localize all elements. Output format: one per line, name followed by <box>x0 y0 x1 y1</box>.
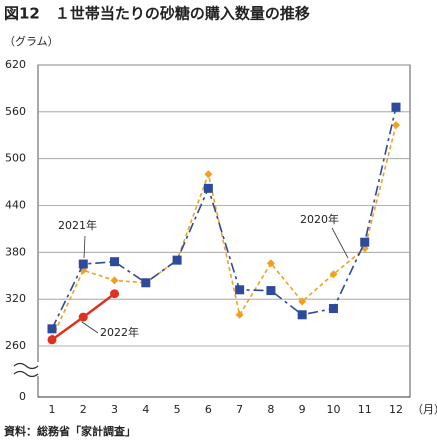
series-line <box>51 124 397 339</box>
label-bg <box>56 218 102 234</box>
marker <box>47 335 57 345</box>
axis-break <box>13 362 39 378</box>
marker <box>172 255 182 265</box>
marker <box>266 286 276 296</box>
marker <box>204 170 213 179</box>
marker <box>297 310 307 320</box>
y-tick-label: 320 <box>5 292 26 305</box>
y-tick-label: 440 <box>5 199 26 212</box>
x-tick-label: 3 <box>111 403 118 416</box>
marker <box>110 289 120 299</box>
x-tick-label: 10 <box>326 403 340 416</box>
series-label: 2022年 <box>100 325 139 339</box>
x-tick-label: 6 <box>205 403 212 416</box>
x-tick-label: 5 <box>174 403 181 416</box>
label-bg <box>298 212 344 228</box>
y-tick-label: 260 <box>5 339 26 352</box>
marker <box>266 259 275 268</box>
x-tick-label: 9 <box>299 403 306 416</box>
marker <box>141 278 151 288</box>
leader-line <box>81 321 99 334</box>
chart-title: 図12 １世帯当たりの砂糖の購入数量の推移 <box>4 5 310 23</box>
y-tick-label: 620 <box>5 58 26 71</box>
y-tick-label: 500 <box>5 152 26 165</box>
marker <box>360 237 370 247</box>
y-tick-label: 560 <box>5 105 26 118</box>
series-label: 2020年 <box>300 212 339 226</box>
x-tick-label: 8 <box>267 403 274 416</box>
source: 資料：総務省「家計調査」 <box>4 424 136 438</box>
x-tick-label: 7 <box>236 403 243 416</box>
x-tick-label: 11 <box>358 403 372 416</box>
x-tick-label: 2 <box>80 403 87 416</box>
label-bg <box>98 325 144 341</box>
marker <box>235 285 245 295</box>
marker <box>203 183 213 193</box>
marker <box>78 259 88 269</box>
leader-line <box>331 227 349 259</box>
marker <box>298 297 307 306</box>
leader-line <box>83 235 86 259</box>
marker <box>392 121 400 130</box>
x-tick-label: 1 <box>49 403 56 416</box>
x-tick-label: 4 <box>142 403 149 416</box>
marker <box>235 310 244 319</box>
series-label: 2021年 <box>58 218 97 232</box>
marker <box>78 312 88 322</box>
marker <box>47 324 57 334</box>
axis-break-gap <box>10 362 44 376</box>
marker <box>110 257 120 267</box>
marker <box>328 304 338 314</box>
marker <box>110 276 119 285</box>
x-axis-label: （月） <box>412 403 437 416</box>
x-tick-label: 12 <box>389 403 403 416</box>
y-tick-label: 0 <box>19 390 26 403</box>
series-line <box>51 106 397 330</box>
y-axis-label: （グラム） <box>4 34 59 48</box>
marker <box>391 102 401 112</box>
marker <box>329 270 338 279</box>
y-tick-label: 380 <box>5 245 26 258</box>
